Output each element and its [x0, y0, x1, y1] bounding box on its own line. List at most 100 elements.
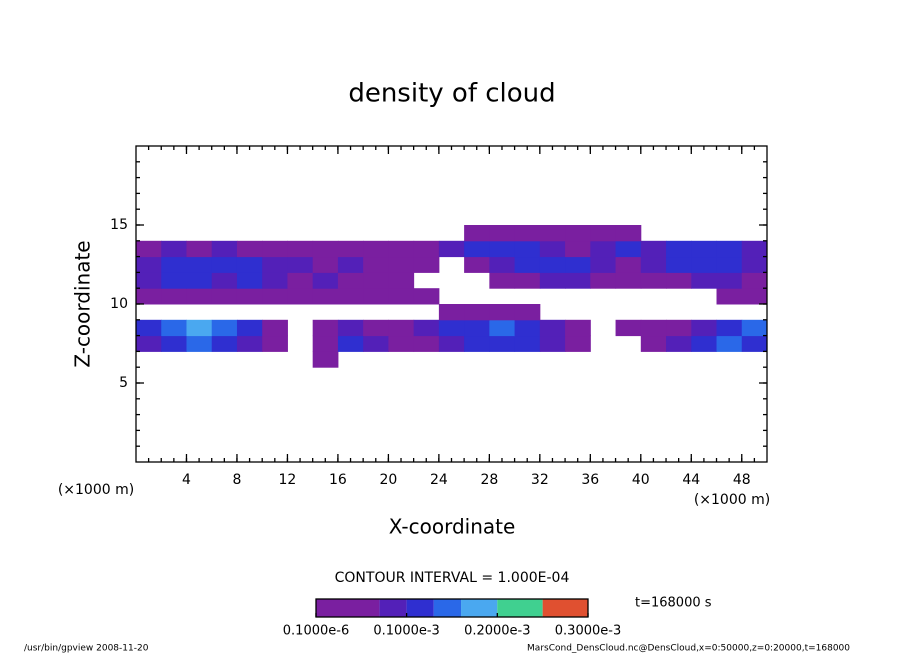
x-tick-label: 4 [182, 472, 191, 488]
contour-cell [539, 272, 566, 289]
colorbar-frame [315, 598, 589, 618]
contour-cell [514, 272, 541, 289]
contour-cell [287, 288, 314, 305]
colorbar-segment [461, 599, 498, 617]
contour-cell [262, 288, 288, 305]
contour-cell [464, 256, 490, 273]
x-tick-label: 44 [682, 472, 700, 488]
x-tick-label: 48 [733, 472, 751, 488]
contour-cell [161, 240, 187, 258]
contour-cell [666, 272, 692, 289]
contour-cell [691, 335, 718, 352]
contour-cell [565, 225, 591, 242]
contour-cell [236, 256, 263, 273]
colorbar-segment [316, 599, 380, 617]
contour-cell [186, 256, 213, 273]
contour-cell [716, 272, 743, 289]
contour-cell [211, 319, 238, 337]
contour-cell [464, 304, 490, 321]
x-tick-label: 8 [232, 472, 241, 488]
contour-cell [312, 288, 339, 305]
contour-cell [312, 335, 339, 352]
contour-cell [590, 240, 617, 258]
contour-cell [615, 240, 642, 258]
x-tick-label: 28 [480, 472, 498, 488]
contour-cell [262, 319, 288, 337]
contour-cell [136, 288, 162, 305]
contour-cell [741, 288, 768, 305]
contour-cell [590, 225, 617, 242]
y-tick-label: 15 [110, 217, 128, 233]
contour-cell [640, 240, 667, 258]
contour-cell [565, 256, 591, 273]
contour-cell [186, 240, 213, 258]
contour-cell [287, 256, 314, 273]
contour-cell [136, 319, 162, 337]
contour-cell [312, 351, 339, 368]
contour-cell [337, 240, 364, 258]
contour-cell [691, 240, 718, 258]
time-label: t=168000 s [635, 596, 712, 611]
contour-cell [489, 319, 516, 337]
contour-cell [438, 319, 465, 337]
contour-cell [388, 335, 415, 352]
contour-cell [464, 335, 490, 352]
contour-cell [363, 256, 389, 273]
contour-cell [565, 272, 591, 289]
x-tick-label: 20 [379, 472, 397, 488]
contour-cell [741, 240, 768, 258]
contour-cell [363, 335, 389, 352]
contour-cell [716, 288, 743, 305]
contour-cell [514, 335, 541, 352]
colorbar-segment [433, 599, 462, 617]
contour-cell [363, 288, 389, 305]
contour-cell [337, 288, 364, 305]
contour-cell [413, 335, 440, 352]
contour-cell [236, 272, 263, 289]
contour-cell [363, 319, 389, 337]
contour-cell [211, 240, 238, 258]
contour-cell [211, 335, 238, 352]
contour-cell [640, 272, 667, 289]
colorbar-tick-label: 0.1000e-6 [283, 624, 349, 639]
colorbar-tick-label: 0.3000e-3 [555, 624, 621, 639]
colorbar-tick-label: 0.1000e-3 [373, 624, 439, 639]
colorbar-segment [379, 599, 407, 617]
contour-cell [136, 335, 162, 352]
contour-cell [136, 272, 162, 289]
contour-cell [464, 319, 490, 337]
contour-cell [615, 256, 642, 273]
contour-cell [565, 240, 591, 258]
contour-cell [186, 335, 213, 352]
colorbar-segment [497, 599, 543, 617]
contour-cell [211, 256, 238, 273]
x-tick-label: 12 [279, 472, 297, 488]
contour-cell [691, 319, 718, 337]
contour-cell [615, 319, 642, 337]
contour-cell [666, 240, 692, 258]
contour-cell [363, 272, 389, 289]
contour-cell [413, 240, 440, 258]
contour-cell [161, 272, 187, 289]
contour-cell [640, 335, 667, 352]
contour-cell [539, 225, 566, 242]
contour-cell [489, 335, 516, 352]
contour-cell [388, 272, 415, 289]
x-axis-label: X-coordinate [389, 515, 516, 539]
colorbar-tick-label: 0.2000e-3 [464, 624, 530, 639]
contour-cell [161, 256, 187, 273]
contour-cell [741, 256, 768, 273]
contour-cell [590, 256, 617, 273]
contour-cell [489, 304, 516, 321]
contour-cell [590, 272, 617, 289]
contour-cell [413, 256, 440, 273]
contour-cell [413, 319, 440, 337]
x-tick-label: 24 [430, 472, 448, 488]
colorbar-segment [406, 599, 434, 617]
contour-cell [438, 240, 465, 258]
contour-cell [312, 319, 339, 337]
contour-interval: CONTOUR INTERVAL = 1.000E-04 [335, 570, 570, 586]
contour-cell [186, 288, 213, 305]
contour-cell [337, 335, 364, 352]
